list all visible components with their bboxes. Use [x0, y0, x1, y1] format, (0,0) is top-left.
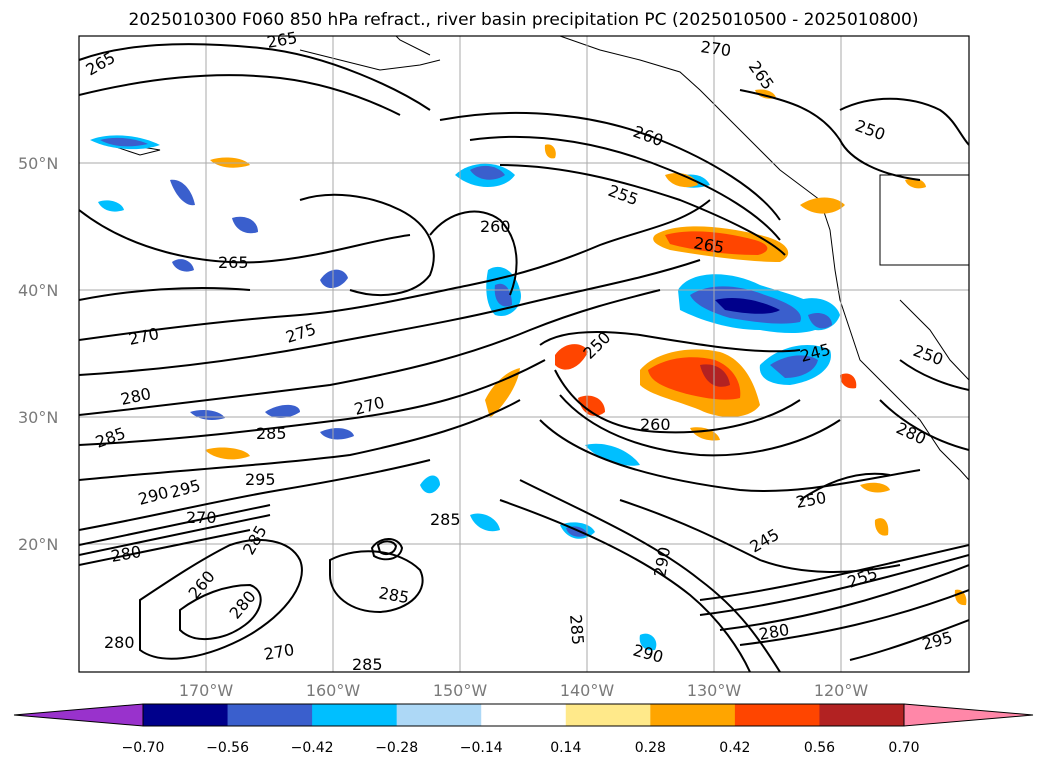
positive-area [578, 395, 605, 416]
colorbar-tick-label: −0.42 [291, 740, 334, 756]
refractivity-contours [79, 43, 969, 672]
colorbar-tick-label: 0.14 [550, 740, 581, 756]
positive-area [544, 144, 556, 159]
negative-area [470, 165, 505, 180]
colorbar-outline [142, 703, 905, 727]
negative-area [566, 526, 588, 537]
map-frame [78, 35, 970, 673]
longitude-labels: 170°W 160°W 150°W 140°W 130°W 120°W [179, 681, 869, 700]
colorbar-tick-label: −0.14 [460, 740, 503, 756]
colorbar-tick-label: −0.70 [122, 740, 165, 756]
positive-area [485, 368, 520, 418]
colorbar-segment [650, 704, 736, 726]
lon-label: 140°W [560, 681, 615, 700]
colorbar-tick-label: 0.56 [804, 740, 835, 756]
colorbar-ticks: −0.70 −0.56 −0.42 −0.28 −0.14 0.14 0.28 0.42 0.5… [122, 740, 920, 756]
positive-area [860, 482, 890, 493]
positive-area [665, 173, 698, 188]
contour-label: 285 [352, 655, 383, 674]
contour-label: 260 [480, 217, 511, 236]
colorbar-segment [396, 704, 482, 726]
positive-area [665, 231, 768, 255]
colorbar-segment [734, 704, 820, 726]
latitude-labels: 50°N 40°N 30°N 20°N [18, 154, 58, 554]
coastline [94, 36, 969, 481]
positive-area [205, 447, 250, 460]
colorbar [13, 703, 1034, 727]
contour-label: 270 [699, 37, 732, 60]
negative-area [170, 179, 195, 206]
lat-label: 40°N [18, 281, 58, 300]
negative-area [98, 200, 124, 212]
colorbar-tick-label: −0.28 [375, 740, 418, 756]
negative-area [172, 259, 194, 272]
contour-label: 295 [245, 470, 276, 489]
lon-label: 150°W [433, 681, 488, 700]
colorbar-segment [312, 704, 398, 726]
lat-label: 30°N [18, 408, 58, 427]
colorbar-segment [143, 704, 229, 726]
negative-area [639, 633, 657, 651]
lat-label: 20°N [18, 535, 58, 554]
negative-area [420, 475, 440, 494]
negative-area [715, 298, 780, 314]
colorbar-segment [565, 704, 651, 726]
map-title: 2025010300 F060 850 hPa refract., river … [128, 10, 919, 30]
negative-area [320, 428, 354, 440]
negative-area [100, 137, 148, 147]
negative-area [470, 513, 500, 532]
colorbar-tick-label: 0.70 [888, 740, 919, 756]
lon-label: 160°W [306, 681, 361, 700]
contour-label: 285 [256, 424, 287, 443]
colorbar-segment [481, 704, 567, 726]
negative-area [770, 355, 818, 378]
positive-area [840, 373, 857, 389]
positive-area [905, 178, 926, 189]
lon-label: 120°W [814, 681, 869, 700]
lat-label: 50°N [18, 154, 58, 173]
contour-label: 270 [186, 508, 217, 527]
colorbar-extend-low [13, 703, 144, 727]
colorbar-extend-high [903, 703, 1034, 727]
colorbar-segment [227, 704, 313, 726]
colorbar-tick-label: 0.28 [635, 740, 666, 756]
contour-label: 265 [218, 253, 249, 272]
colorbar-tick-label: −0.56 [206, 740, 249, 756]
positive-area [700, 364, 730, 387]
negative-area [494, 283, 512, 307]
lon-label: 130°W [687, 681, 742, 700]
colorbar-tick-label: 0.42 [719, 740, 750, 756]
negative-area [808, 313, 832, 329]
contour-label: 280 [104, 633, 135, 652]
colorbar-segment [819, 704, 905, 726]
negative-area [265, 404, 300, 418]
contour-label: 260 [640, 415, 671, 434]
positive-area [555, 344, 588, 370]
negative-area [585, 443, 640, 466]
contour-label: 285 [430, 510, 461, 529]
positive-area [874, 518, 889, 536]
negative-area [320, 269, 348, 289]
negative-area [232, 216, 258, 234]
positive-area [800, 197, 845, 214]
lon-label: 170°W [179, 681, 234, 700]
contour-label: 285 [566, 614, 588, 646]
